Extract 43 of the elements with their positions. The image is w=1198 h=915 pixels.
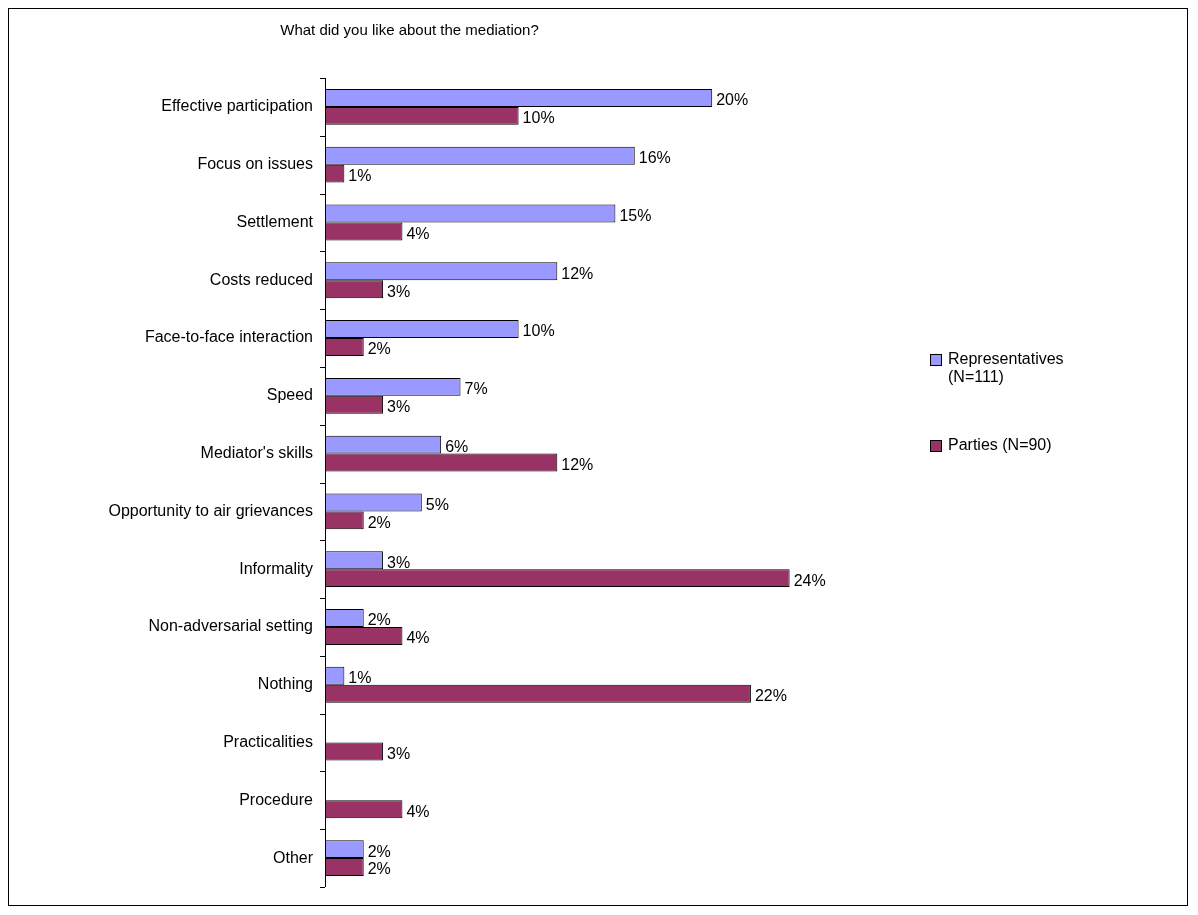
data-label: 3% [387,744,411,762]
data-label: 12% [561,264,594,282]
y-tick-label: Non-adversarial setting [148,617,313,635]
chart-title: What did you like about the mediation? [280,21,539,39]
data-label: 3% [387,282,411,300]
data-label: 22% [754,687,787,705]
y-tick-label: Speed [266,386,313,404]
data-label: 15% [619,206,652,224]
data-label: 24% [793,571,826,589]
data-label: 12% [561,455,594,473]
data-label: 1% [348,167,372,185]
data-label: 2% [367,513,391,531]
data-label: 2% [367,340,391,358]
legend-label: Parties (N=90) [948,436,1052,454]
y-tick-label: Procedure [239,790,314,808]
y-tick-label: Practicalities [223,732,313,750]
data-label: 4% [406,802,430,820]
data-label: 10% [522,109,555,127]
data-label: 6% [445,438,469,456]
data-label: 16% [638,149,671,167]
data-label: 2% [367,842,391,860]
data-label: 5% [425,495,449,513]
y-tick-label: Costs reduced [209,270,313,288]
data-label: 2% [367,860,391,878]
data-label: 3% [387,553,411,571]
data-label: 3% [387,398,411,416]
data-label: 4% [406,224,430,242]
y-tick-label: Mediator's skills [200,444,313,462]
data-label: 20% [716,91,749,109]
y-tick-label: Nothing [257,675,313,693]
data-label: 1% [348,669,372,687]
legend-label: Representatives (N=111) [948,350,1065,386]
y-tick-label: Focus on issues [197,155,313,173]
y-tick-label: Other [272,848,314,866]
data-label: 10% [522,322,555,340]
data-label: 7% [464,380,488,398]
y-tick-label: Informality [239,559,313,577]
y-tick-label: Opportunity to air grievances [108,501,313,519]
data-label: 2% [367,611,391,629]
y-tick-label: Settlement [236,212,314,230]
y-tick-label: Effective participation [161,97,313,115]
data-label: 4% [406,629,430,647]
y-tick-label: Face-to-face interaction [144,328,313,346]
